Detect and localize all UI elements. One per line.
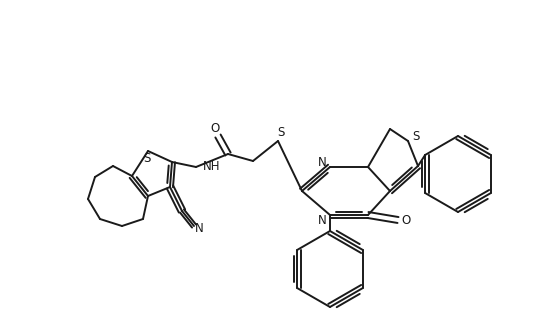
Text: S: S (412, 130, 420, 142)
Text: S: S (143, 153, 151, 165)
Text: O: O (210, 121, 219, 135)
Text: S: S (277, 126, 285, 139)
Text: N: N (318, 215, 326, 227)
Text: N: N (194, 221, 203, 235)
Text: NH: NH (203, 160, 221, 172)
Text: O: O (402, 214, 411, 226)
Text: N: N (318, 156, 326, 168)
